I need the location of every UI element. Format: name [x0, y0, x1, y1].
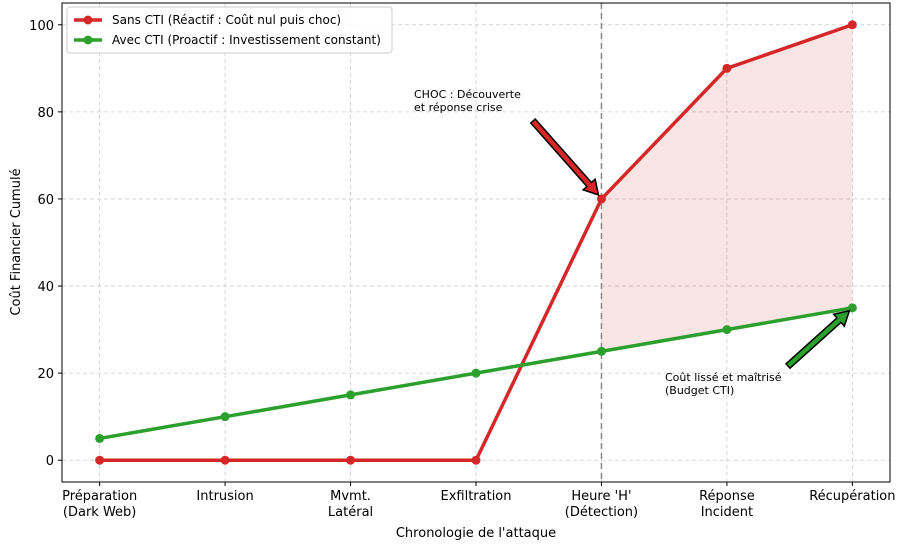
x-tick-label: Réponse Incident — [699, 489, 755, 520]
x-tick-label: Intrusion — [196, 489, 253, 504]
data-point — [220, 412, 230, 422]
y-tick-label: 40 — [37, 280, 54, 295]
y-tick-label: 20 — [37, 367, 54, 382]
legend: Sans CTI (Réactif : Coût nul puis choc) A… — [66, 6, 393, 54]
x-tick-label: Préparation (Dark Web) — [62, 489, 137, 520]
data-point — [471, 368, 481, 378]
data-point — [722, 325, 732, 335]
data-point — [95, 433, 105, 443]
x-tick-label: Exfiltration — [440, 489, 511, 504]
y-tick-label: 80 — [37, 106, 54, 121]
y-axis-label: Coût Financier Cumulé — [9, 168, 24, 315]
data-point — [346, 455, 356, 465]
data-point — [471, 455, 481, 465]
data-point — [220, 455, 230, 465]
x-tick-label: Récupération — [809, 489, 895, 504]
plot-frame — [61, 2, 891, 483]
legend-marker — [83, 15, 93, 25]
data-point — [596, 194, 606, 204]
y-tick-label: 0 — [46, 454, 54, 469]
legend-label: Sans CTI (Réactif : Coût nul puis choc) — [112, 13, 341, 27]
data-point — [95, 455, 105, 465]
data-point — [596, 346, 606, 356]
data-point — [346, 390, 356, 400]
data-point — [847, 20, 857, 30]
x-tick-label: Heure 'H' (Détection) — [565, 489, 638, 520]
x-axis-label: Chronologie de l'attaque — [396, 526, 556, 541]
y-tick-label: 60 — [37, 193, 54, 208]
annotation-text: Coût lissé et maîtrisé (Budget CTI) — [665, 371, 782, 397]
y-tick-label: 100 — [29, 19, 54, 34]
legend-label: Avec CTI (Proactif : Investissement cons… — [112, 33, 381, 47]
data-point — [722, 63, 732, 73]
annotation-arrow — [784, 309, 851, 370]
x-tick-label: Mvmt. Latéral — [328, 489, 373, 520]
gap-area — [601, 24, 853, 352]
legend-box — [66, 6, 393, 54]
legend-marker — [83, 35, 93, 45]
annotation-arrow — [529, 117, 600, 197]
annotation-text: CHOC : Découverte et réponse crise — [414, 88, 521, 114]
